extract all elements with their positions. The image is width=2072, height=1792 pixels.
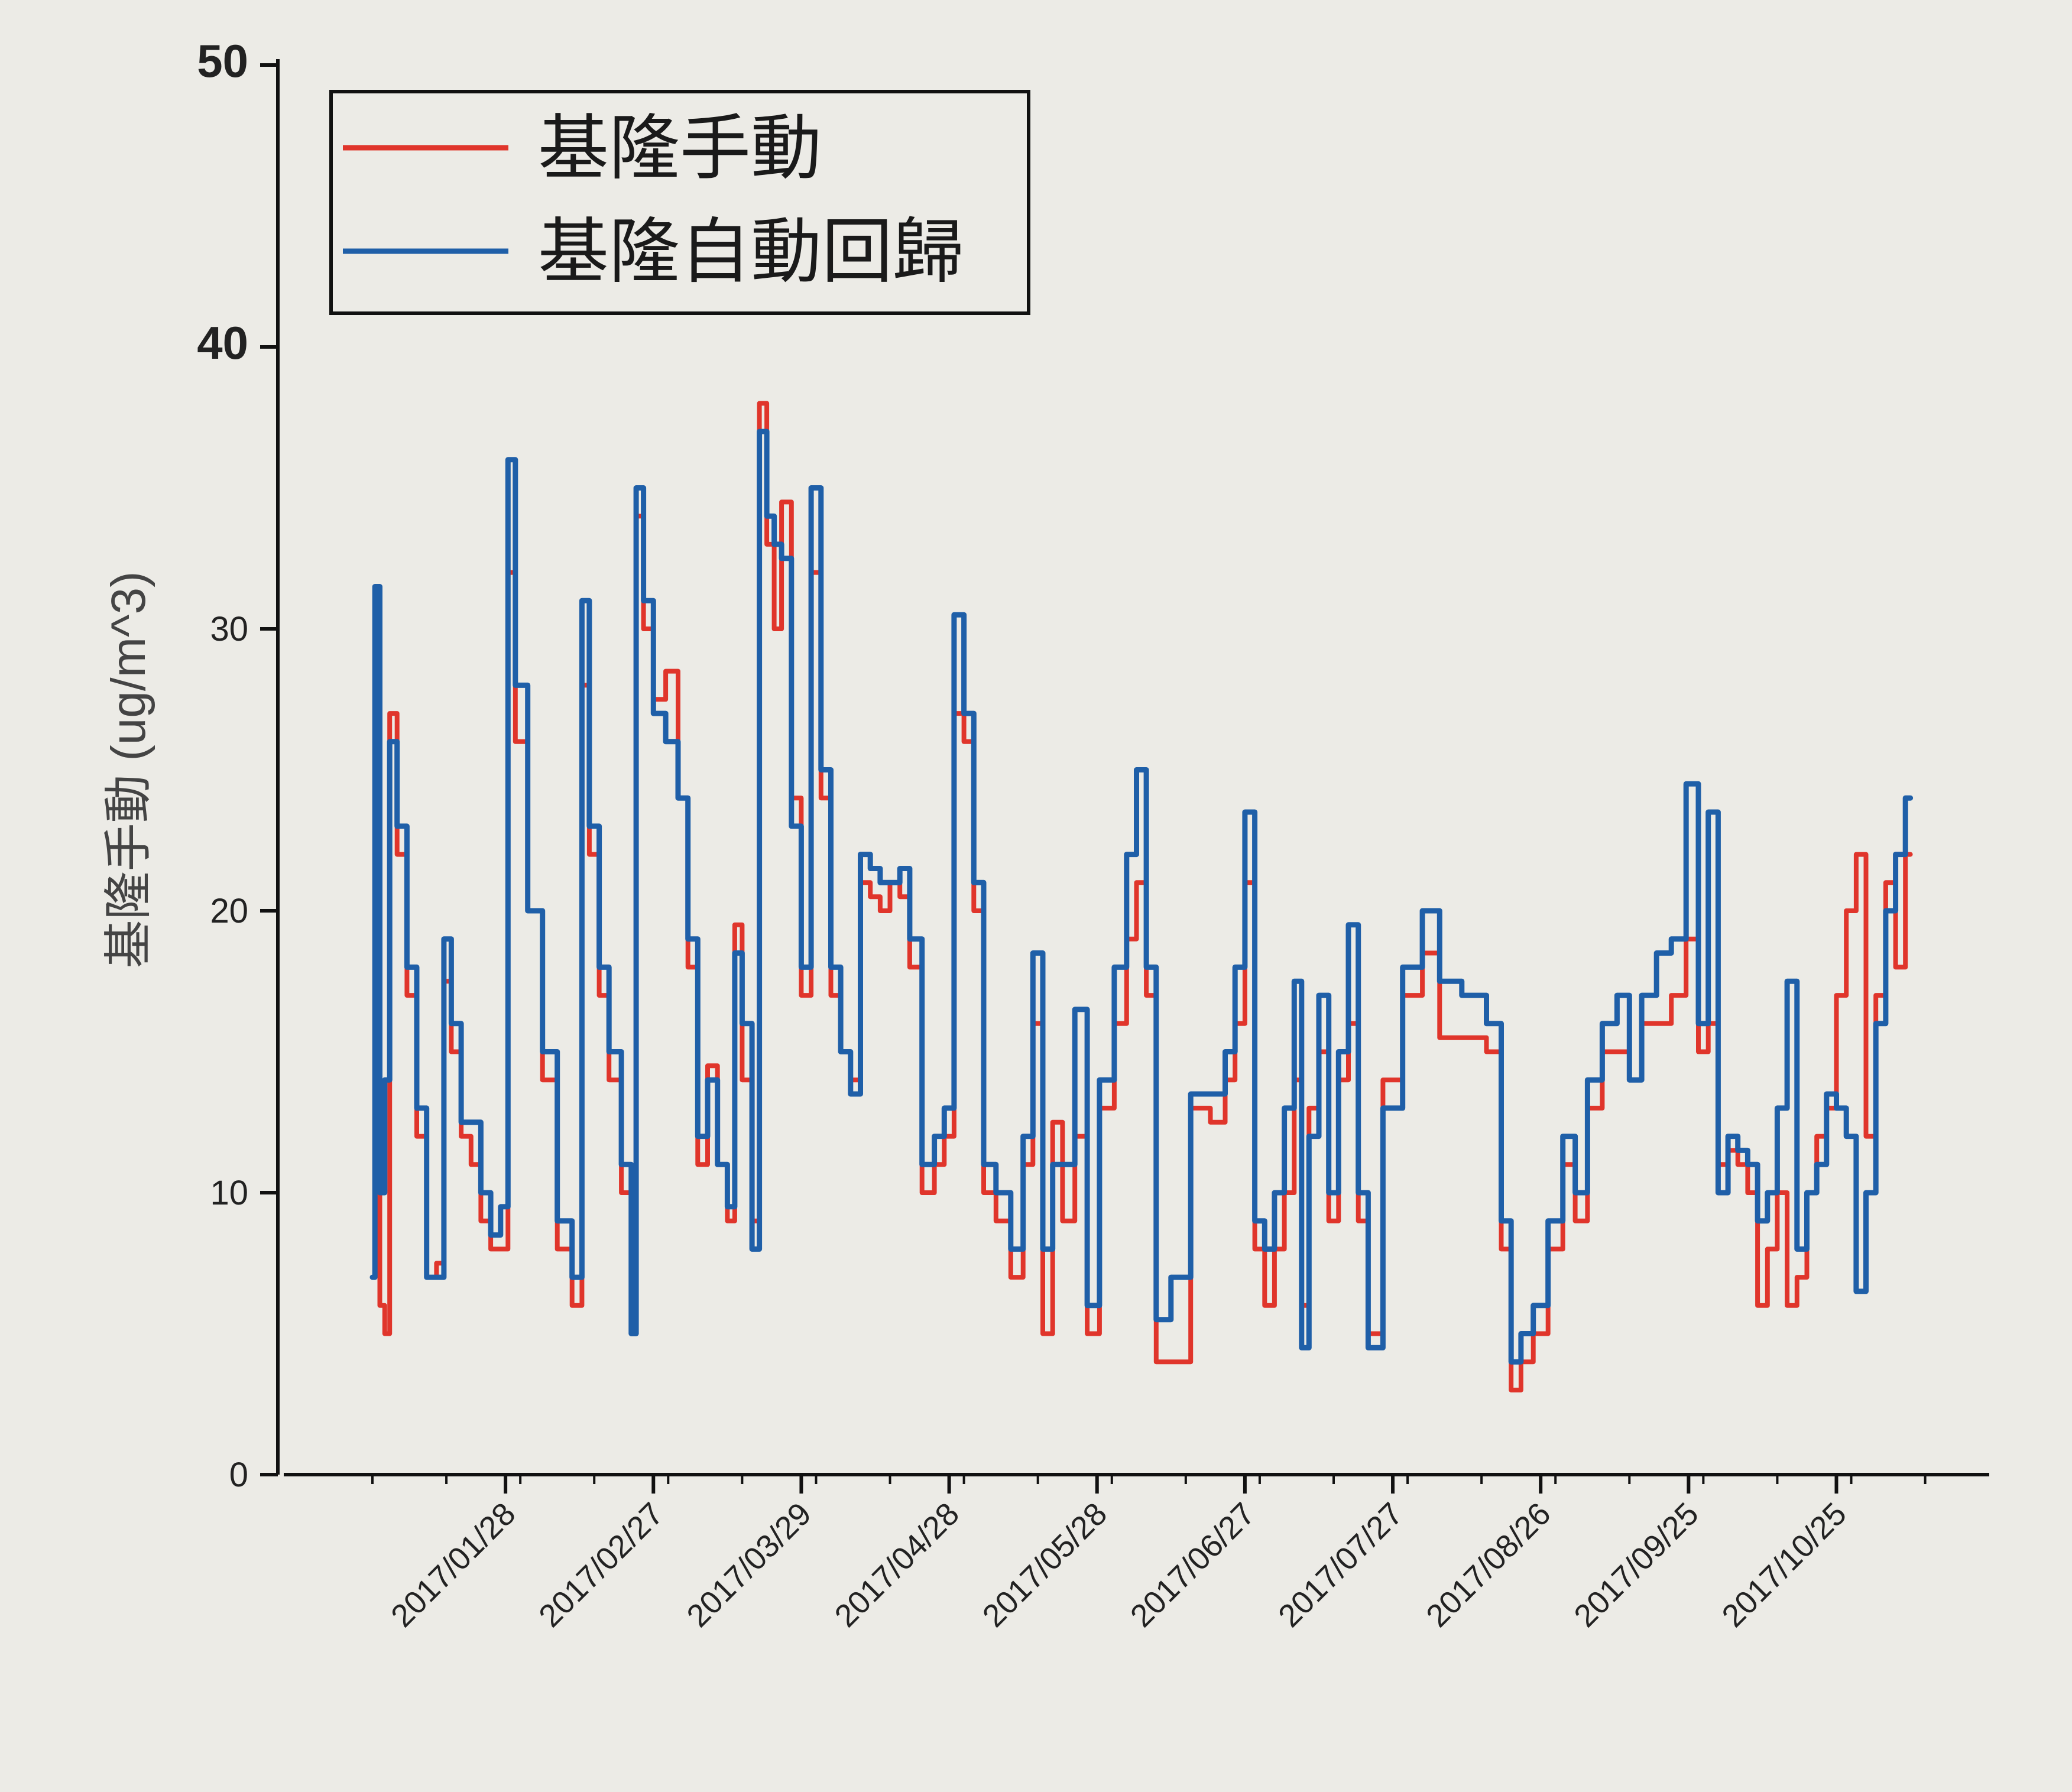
series-line-1 (370, 401, 1913, 1392)
y-axis-title: 基隆手動 (ug/m^3) (102, 572, 155, 969)
legend-label: 基隆手動 (538, 109, 822, 188)
legend-label: 基隆自動回歸 (538, 212, 964, 291)
x-tick-label: 2017/01/28 (384, 1496, 523, 1634)
y-tick-label: 20 (210, 892, 248, 930)
y-tick-label: 40 (197, 317, 248, 369)
x-tick-label: 2017/03/29 (680, 1496, 818, 1634)
x-tick-label: 2017/04/28 (828, 1496, 967, 1634)
x-tick-label: 2017/05/28 (976, 1496, 1114, 1634)
y-tick-label: 0 (229, 1456, 248, 1494)
x-tick-label: 2017/10/25 (1715, 1496, 1853, 1634)
y-tick-label: 30 (210, 610, 248, 648)
y-tick-label: 50 (197, 35, 248, 87)
x-tick-label: 2017/08/26 (1419, 1496, 1558, 1634)
x-tick-label: 2017/06/27 (1124, 1496, 1262, 1634)
legend-box (329, 90, 1030, 315)
x-tick-label: 2017/09/25 (1567, 1496, 1705, 1634)
x-tick-label: 2017/07/27 (1272, 1496, 1410, 1634)
y-tick-label: 10 (210, 1174, 248, 1212)
series-line-2 (369, 428, 1914, 1365)
series-layer (369, 401, 1914, 1392)
x-tick-label: 2017/02/27 (532, 1496, 670, 1634)
